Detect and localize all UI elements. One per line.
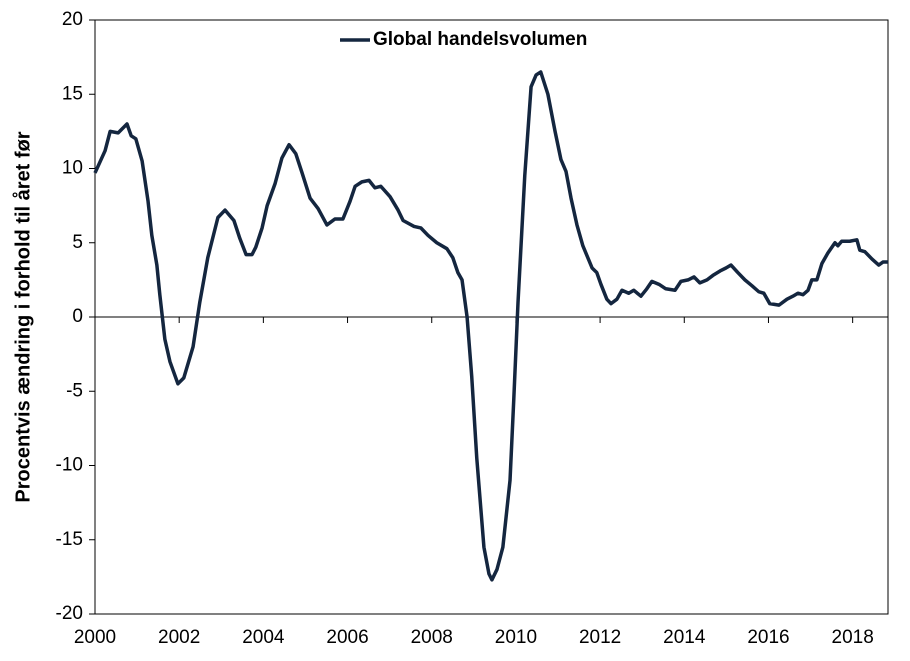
x-tick-label: 2012 bbox=[579, 627, 621, 648]
x-tick-label: 2018 bbox=[832, 627, 874, 648]
data-line bbox=[93, 70, 888, 582]
x-tick-label: 2010 bbox=[495, 627, 537, 648]
y-tick-label: -20 bbox=[56, 603, 83, 624]
x-tick-label: 2004 bbox=[242, 627, 285, 648]
x-tick-label: 2002 bbox=[158, 627, 200, 648]
x-tick-label: 2000 bbox=[74, 627, 116, 648]
x-tick-label: 2016 bbox=[747, 627, 789, 648]
y-axis-title: Procentvis ændring i forhold til året fø… bbox=[11, 131, 34, 502]
y-tick-label: -15 bbox=[56, 529, 83, 550]
x-tick-label: 2008 bbox=[411, 627, 453, 648]
y-tick-label: 20 bbox=[62, 9, 83, 30]
legend-label: Global handelsvolumen bbox=[373, 29, 587, 50]
y-tick-label: -10 bbox=[56, 455, 83, 476]
x-tick-label: 2014 bbox=[663, 627, 706, 648]
y-tick-label: -5 bbox=[66, 380, 83, 401]
x-tick-label: 2006 bbox=[326, 627, 368, 648]
y-tick-label: 15 bbox=[62, 83, 83, 104]
y-tick-label: 0 bbox=[72, 306, 83, 327]
y-tick-label: 5 bbox=[72, 232, 83, 253]
y-tick-label: 10 bbox=[62, 158, 83, 179]
